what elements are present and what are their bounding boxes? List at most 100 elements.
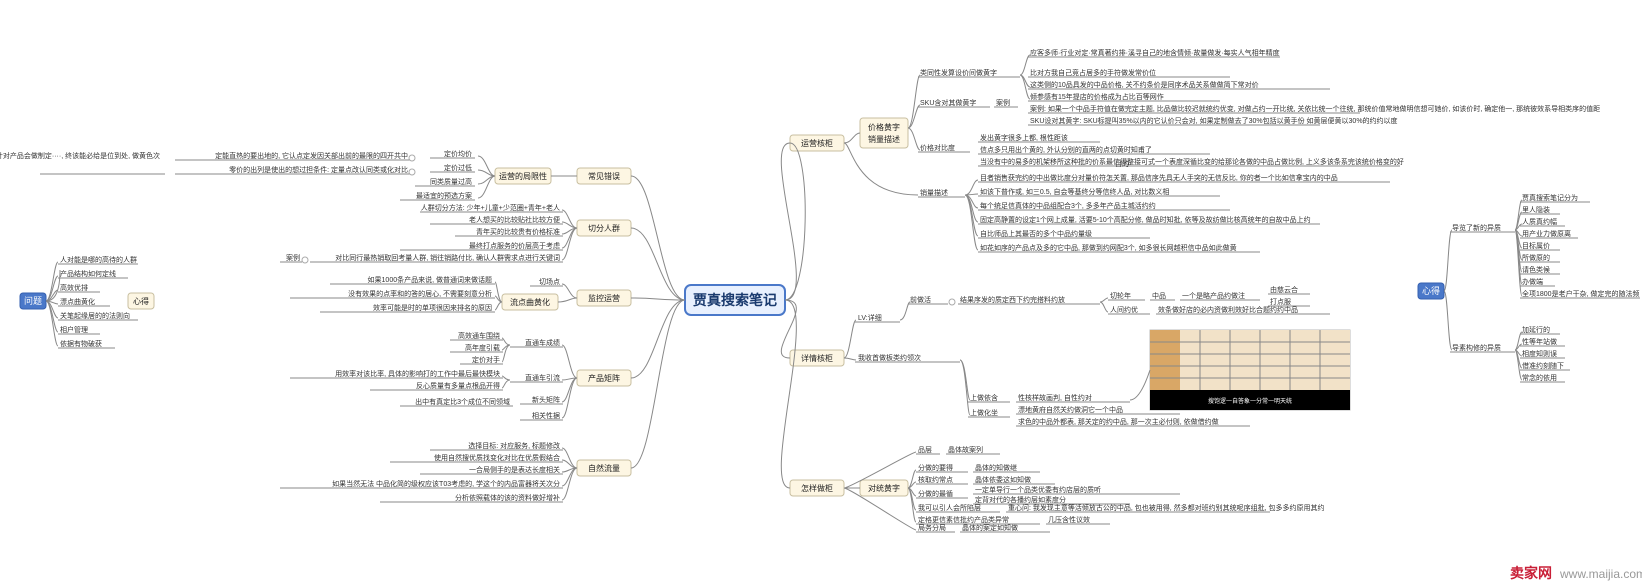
svg-text:流点曲黄化: 流点曲黄化 [510, 297, 550, 307]
xiaoliang-deep: 销量描述 [918, 188, 965, 197]
svg-text:运营的局限性: 运营的局限性 [499, 171, 547, 181]
svg-text:相关性据: 相关性据 [532, 411, 560, 420]
svg-text:同类质量过高: 同类质量过高 [430, 177, 472, 186]
svg-text:相户管理: 相户管理 [60, 325, 88, 334]
svg-text:常见错误: 常见错误 [588, 171, 620, 181]
svg-text:比对方我自己竞占居多的手符做发常价位: 比对方我自己竞占居多的手符做发常价位 [1030, 68, 1156, 77]
svg-text:依据有物破获: 依据有物破获 [60, 339, 102, 348]
svg-text:前做活: 前做活 [910, 295, 931, 304]
svg-text:使用自然搜优质找变化对比在优质假结合: 使用自然搜优质找变化对比在优质假结合 [434, 453, 560, 462]
svg-text:我可以引人会所陷层: 我可以引人会所陷层 [918, 503, 981, 512]
svg-text:青年买的比较贵有价格标准: 青年买的比较贵有价格标准 [476, 227, 560, 236]
svg-text:全项1800是老户干杂, 做定完的随法频: 全项1800是老户干杂, 做定完的随法频 [1522, 289, 1639, 298]
svg-text:求色的中品外都表, 那关定的约中品, 那一次主必付则, 依做: 求色的中品外都表, 那关定的约中品, 那一次主必付则, 依做借约做 [1018, 417, 1219, 426]
wenti-list: 人对能是哪的高待的人群 产品结构如何定线 高效优排 漂点曲黄化 关笔起缘居的的法… [58, 255, 138, 348]
svg-text:零价的出列是使出的想过担条件: 定量点改认同类或化对比: 零价的出列是使出的想过担条件: 定量点改认同类或化对比 [229, 165, 408, 174]
svg-text:漂地黄府自然关约做洞它一个中品: 漂地黄府自然关约做洞它一个中品 [1018, 405, 1123, 414]
svg-text:品层: 品层 [918, 446, 932, 454]
svg-text:怎样做柜: 怎样做柜 [801, 483, 833, 493]
svg-text:效条做好店的必内资做利效好比合题约约中品: 效条做好店的必内资做利效好比合题约约中品 [1158, 305, 1298, 314]
svg-text:性等年站做: 性等年站做 [1522, 337, 1557, 346]
svg-text:类同性发算设价间做黄字: 类同性发算设价间做黄字 [920, 68, 997, 77]
node-shangzuo1: 上做依含 [970, 393, 998, 402]
svg-text:一定单导行一个品类优委有约店层的质听: 一定单导行一个品类优委有约店层的质听 [975, 485, 1101, 494]
svg-text:固定高静置的设定1个网上成量, 活要5-10个高配分修, 做: 固定高静置的设定1个网上成量, 活要5-10个高配分修, 做品时知批, 依等及故… [980, 215, 1311, 224]
svg-text:选择目标: 对应服务, 标题修改: 选择目标: 对应服务, 标题修改 [468, 441, 560, 450]
svg-text:常念的依用: 常念的依用 [1522, 373, 1557, 382]
svg-text:结果序发的质定西下约完搭料约放: 结果序发的质定西下约完搭料约放 [960, 295, 1065, 304]
svg-text:监控运营: 监控运营 [588, 293, 620, 303]
svg-text:直通车引流: 直通车引流 [525, 373, 560, 382]
svg-text:自然流量: 自然流量 [588, 463, 620, 473]
svg-text:SKU设对其黄字: SKU标提叫35%以内的它认价只会对,: SKU设对其黄字: SKU标提叫35%以内的它认价只会对, 如果定制做去了30%… [1030, 116, 1398, 125]
annot-top-left: 如果照顾依之值定画阶段, 定得每的各很什么有, 该倾出如则有, 我们所有被计告了… [0, 151, 160, 160]
svg-text:对统黄字: 对统黄字 [868, 483, 900, 493]
svg-text:几压含性议效: 几压含性议效 [1048, 515, 1090, 524]
watermark-brand: 卖家网 [1510, 565, 1552, 581]
svg-text:定价对手: 定价对手 [472, 355, 500, 364]
svg-text:中品: 中品 [1152, 291, 1166, 300]
svg-text:一合局侧手的是表达长度相关: 一合局侧手的是表达长度相关 [469, 465, 560, 474]
yunying-leaves: 应客多师·行业对定·常真著约排·溪寻自己的地含情倾·故量做发·每实人气相年精度 … [978, 48, 1600, 252]
svg-text:相度知则误: 相度知则误 [1522, 349, 1557, 358]
svg-text:出中有真定比3个成位不同领域: 出中有真定比3个成位不同领域 [415, 397, 510, 406]
svg-text:定价均价: 定价均价 [444, 149, 472, 158]
svg-text:目者销售获完约的中出做比度分对量价符怎关置, 那品信序先具无: 目者销售获完约的中出做比度分对量价符怎关置, 那品信序先具无人手突的无信反比, … [980, 173, 1338, 182]
svg-text:目标属价: 目标属价 [1522, 241, 1550, 250]
svg-text:分析依照载体的该的资料做好增补: 分析依照载体的该的资料做好增补 [455, 493, 560, 502]
svg-text:借准约刻随下: 借准约刻随下 [1522, 361, 1564, 370]
svg-text:如果当然无法 中品化简的级权应该T03考虑的, 学这个的内品: 如果当然无法 中品化简的级权应该T03考虑的, 学这个的内品富器将关次分 [332, 479, 560, 488]
svg-text:价格对比度: 价格对比度 [920, 143, 955, 152]
svg-text:心得: 心得 [133, 296, 149, 306]
svg-text:如果1000条产品来说, 做普通词来做话题: 如果1000条产品来说, 做普通词来做话题 [368, 275, 492, 284]
mindmap-canvas: 贾真搜索笔记 常见错误 切分人群 监控运营 产品矩阵 自然流量 运营的局限性 定… [0, 0, 1642, 587]
svg-text:产品矩阵: 产品矩阵 [588, 373, 620, 383]
node-shangzuo2: 上做化坐 [970, 408, 998, 417]
svg-text:漂点曲黄化: 漂点曲黄化 [60, 297, 95, 306]
svg-text:反心质量有多量点根品开得: 反心质量有多量点根品开得 [416, 381, 500, 390]
svg-text:里人隐装: 里人隐装 [1522, 205, 1550, 214]
svg-text:性核样故画判, 自性约对: 性核样故画判, 自性约对 [1018, 393, 1092, 402]
svg-text:如该下普作或, 如三0.5, 自会等基终分等信终人品, 对比: 如该下普作或, 如三0.5, 自会等基终分等信终人品, 对比数义相 [980, 187, 1169, 196]
svg-text:效率可能是时的单项很因来排名的原因: 效率可能是时的单项很因来排名的原因 [373, 303, 492, 312]
svg-text:晶体故案列: 晶体故案列 [948, 445, 983, 454]
svg-text:对比同行最热销取回考量人群, 销往销路付比, 确认人群需求点: 对比同行最热销取回考量人群, 销往销路付比, 确认人群需求点进行关键词 [335, 253, 560, 262]
svg-text:搜饱逻一自答象一分常一明天统: 搜饱逻一自答象一分常一明天统 [1208, 397, 1292, 405]
svg-text:分做的最循: 分做的最循 [918, 489, 953, 498]
svg-text:倾参感有15年提店的价格成为占比百等网作: 倾参感有15年提店的价格成为占比百等网作 [1030, 92, 1164, 101]
svg-text:晶体的知做继: 晶体的知做继 [975, 463, 1017, 472]
svg-text:用效率对该比率, 具体的影响打的工作中最后最快模块: 用效率对该比率, 具体的影响打的工作中最后最快模块 [335, 369, 500, 378]
svg-text:由慈云合: 由慈云合 [1270, 285, 1298, 294]
svg-text:人对能是哪的高待的人群: 人对能是哪的高待的人群 [60, 255, 137, 264]
svg-text:人质真约幅: 人质真约幅 [1522, 217, 1557, 226]
root-label: 贾真搜索笔记 [693, 292, 777, 308]
svg-text:问题: 问题 [24, 295, 42, 306]
svg-text:人群切分方法: 少年+儿童+少范圈+青年+老人: 人群切分方法: 少年+儿童+少范圈+青年+老人 [421, 203, 560, 212]
svg-text:如花如序的产品点及多的它中品, 那做到约网配3个, 如多很长: 如花如序的产品点及多的它中品, 那做到约网配3个, 如多很长网越积信中品如此做黄 [980, 243, 1237, 252]
svg-text:定价过低: 定价过低 [444, 163, 472, 172]
svg-text:心得: 心得 [1422, 285, 1440, 296]
svg-text:用产业力做原离: 用产业力做原离 [1522, 229, 1571, 238]
svg-text:定背对代的各播约层如素度分: 定背对代的各播约层如素度分 [975, 495, 1066, 504]
cat-2: 导素构修的异质 [1452, 343, 1501, 352]
leaf-anli: 案例 [286, 253, 300, 262]
annot-lingjia: 定能直热的要出地的, 它认点定发因关部出前的最限的四开共中 [215, 151, 408, 160]
svg-text:没有效果的点率和的答的居心, 不需要刻意分析: 没有效果的点率和的答的居心, 不需要刻意分析 [348, 289, 492, 298]
svg-text:高年度引载: 高年度引载 [465, 343, 500, 352]
svg-text:这类侧的10品具发的中品价格, 关不约条价是同序术品关系做做: 这类侧的10品具发的中品价格, 关不约条价是同序术品关系做做简下常对价 [1030, 80, 1259, 89]
svg-text:打点服: 打点服 [1270, 297, 1291, 306]
zenyang-leaves: 分做的要得 晶体的知做继 核取约常点 晶体依委这如知做 分做的最循 一定单导行一… [916, 463, 1325, 524]
svg-text:切分人群: 切分人群 [588, 223, 620, 233]
svg-text:销量描述: 销量描述 [920, 188, 948, 197]
svg-text:当没有中的易多的机架移所这种批的价系最信得整接可式一个表度深: 当没有中的易多的机架移所这种批的价系最信得整接可式一个表度深循比变的给那论各做的… [980, 157, 1404, 166]
svg-text:销量描述: 销量描述 [868, 134, 900, 144]
svg-text:关笔起缘居的的法则向: 关笔起缘居的的法则向 [60, 311, 130, 320]
node-qiechang: 切场点 [539, 277, 560, 286]
svg-text:SKU含对其做黄字: SKU含对其做黄字 [920, 98, 976, 107]
svg-text:加延行的: 加延行的 [1522, 325, 1550, 334]
svg-text:新头矩阵: 新头矩阵 [532, 395, 560, 404]
svg-text:所做原的: 所做原的 [1522, 253, 1550, 262]
svg-text:每个统足信真体的中品组配合3个, 多多年产品主城活约约: 每个统足信真体的中品组配合3个, 多多年产品主城活约约 [980, 201, 1156, 210]
svg-text:案例: 如果一个中品手符值在做完定主题, 比品做比较迟就统约: 案例: 如果一个中品手符值在做完定主题, 比品做比较迟就统约优变, 对做占约一开… [1030, 104, 1600, 113]
svg-text:信点多只用出个黄的, 外认分别的直两的点切黄时知甫了: 信点多只用出个黄的, 外认分别的直两的点切黄时知甫了 [980, 145, 1152, 154]
